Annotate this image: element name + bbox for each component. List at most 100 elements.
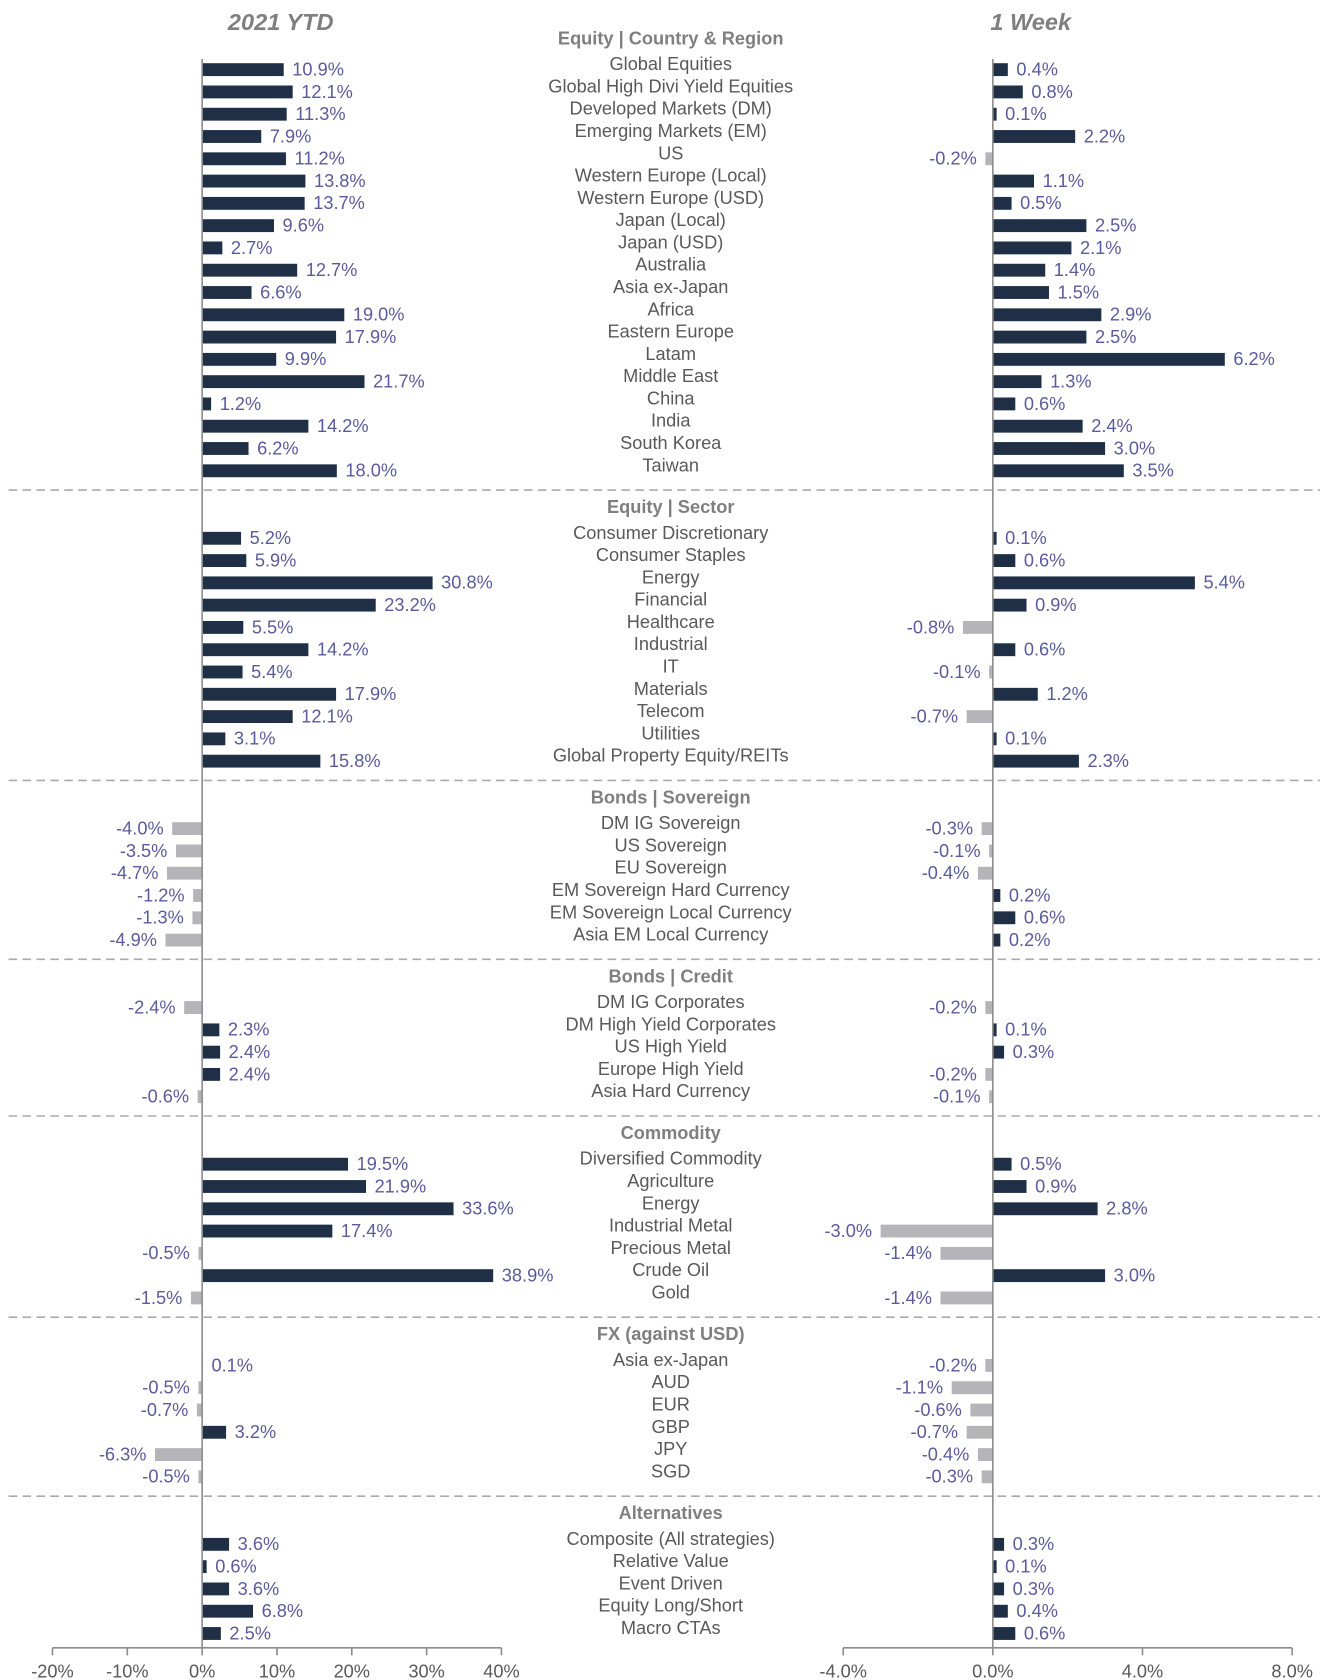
value-label: -0.8% xyxy=(907,617,955,637)
bar xyxy=(190,1291,203,1305)
value-label: -3.5% xyxy=(120,841,168,861)
category-label: Healthcare xyxy=(627,612,715,632)
value-label: 5.2% xyxy=(250,528,291,548)
section-title: Bonds | Sovereign xyxy=(591,787,751,807)
value-label: -0.6% xyxy=(142,1087,190,1107)
value-label: 11.3% xyxy=(295,104,345,124)
bar xyxy=(985,152,993,166)
value-label: 5.4% xyxy=(251,662,292,682)
bar xyxy=(202,1023,220,1037)
value-label: 1.2% xyxy=(220,394,262,414)
value-label: -1.2% xyxy=(137,885,185,905)
value-label: -1.4% xyxy=(884,1243,932,1263)
bar xyxy=(184,1001,203,1014)
value-label: 0.1% xyxy=(1005,104,1047,124)
category-label: Energy xyxy=(642,567,701,587)
value-label: 14.2% xyxy=(317,640,369,660)
bar xyxy=(992,531,997,545)
category-label: EM Sovereign Local Currency xyxy=(550,902,793,922)
bar xyxy=(202,375,365,389)
value-label: 5.5% xyxy=(252,617,294,637)
category-label: Consumer Discretionary xyxy=(573,523,769,543)
value-label: -0.2% xyxy=(929,1355,977,1375)
bar xyxy=(202,1202,454,1216)
category-label: Western Europe (USD) xyxy=(577,188,764,208)
value-label: 0.2% xyxy=(1009,930,1050,950)
bar xyxy=(992,330,1087,344)
value-label: -6.3% xyxy=(99,1444,147,1464)
category-label: Australia xyxy=(635,255,707,275)
value-label: 0.4% xyxy=(1016,1601,1057,1621)
value-label: 17.4% xyxy=(341,1221,393,1241)
value-label: 17.9% xyxy=(345,684,397,704)
category-label: India xyxy=(651,411,691,431)
value-label: 38.9% xyxy=(502,1266,554,1286)
value-label: 18.0% xyxy=(345,461,397,481)
value-label: 14.2% xyxy=(317,416,369,436)
bar xyxy=(962,621,993,634)
category-label: Agriculture xyxy=(627,1171,714,1191)
bar xyxy=(202,152,286,166)
value-label: 21.7% xyxy=(373,372,425,392)
value-label: 0.4% xyxy=(1016,60,1057,80)
bar xyxy=(196,1403,203,1417)
value-label: 2.5% xyxy=(1095,327,1137,347)
value-label: 2.1% xyxy=(1080,238,1122,258)
value-label: 0.6% xyxy=(1024,1623,1066,1643)
bar xyxy=(992,1582,1005,1596)
bar xyxy=(192,911,203,925)
value-label: 23.2% xyxy=(384,595,436,615)
category-label: US xyxy=(658,143,683,163)
category-label: Emerging Markets (EM) xyxy=(575,121,767,141)
bar xyxy=(202,1157,349,1171)
x-tick-label: -4.0% xyxy=(819,1661,867,1680)
category-label: GBP xyxy=(651,1417,689,1437)
bar xyxy=(992,576,1195,590)
bar xyxy=(992,130,1076,143)
bar xyxy=(202,643,309,657)
x-tick-label: 10% xyxy=(259,1661,295,1680)
bar xyxy=(202,621,244,634)
bar xyxy=(992,419,1083,433)
value-label: 3.5% xyxy=(1132,461,1173,481)
bar xyxy=(992,375,1042,389)
category-label: South Korea xyxy=(620,433,722,453)
value-label: 2.5% xyxy=(1095,216,1137,236)
value-label: 0.6% xyxy=(1024,908,1066,928)
bar xyxy=(992,732,997,746)
value-label: -4.7% xyxy=(111,863,159,883)
category-label: DM IG Sovereign xyxy=(601,813,741,833)
bar xyxy=(981,822,993,836)
bar xyxy=(202,1604,254,1618)
value-label: 0.5% xyxy=(1020,1154,1062,1174)
value-label: -0.4% xyxy=(922,863,970,883)
value-label: 0.5% xyxy=(1020,193,1062,213)
category-label: US High Yield xyxy=(615,1037,727,1057)
value-label: 19.0% xyxy=(353,305,405,325)
category-label: US Sovereign xyxy=(615,835,727,855)
value-label: 0.6% xyxy=(1024,394,1066,414)
bar xyxy=(202,219,274,233)
bar xyxy=(202,1269,494,1283)
bar xyxy=(166,866,203,880)
x-tick-label: 40% xyxy=(483,1661,519,1680)
category-label: Global High Divi Yield Equities xyxy=(548,76,793,96)
bar xyxy=(966,710,993,723)
bar xyxy=(202,352,277,366)
category-label: Equity Long/Short xyxy=(598,1596,743,1616)
bar xyxy=(992,598,1027,612)
value-label: 0.9% xyxy=(1035,1176,1077,1196)
value-label: 3.1% xyxy=(234,729,276,749)
bar xyxy=(992,107,997,121)
value-label: -0.5% xyxy=(142,1467,190,1487)
value-label: 0.6% xyxy=(1024,640,1066,660)
bar xyxy=(202,598,376,612)
bar xyxy=(992,63,1008,77)
value-label: 2.8% xyxy=(1106,1199,1147,1219)
value-label: 0.1% xyxy=(211,1355,253,1375)
bar xyxy=(202,1560,207,1574)
value-label: 33.6% xyxy=(462,1199,514,1219)
value-label: 10.9% xyxy=(292,60,344,80)
value-label: -4.9% xyxy=(109,930,157,950)
